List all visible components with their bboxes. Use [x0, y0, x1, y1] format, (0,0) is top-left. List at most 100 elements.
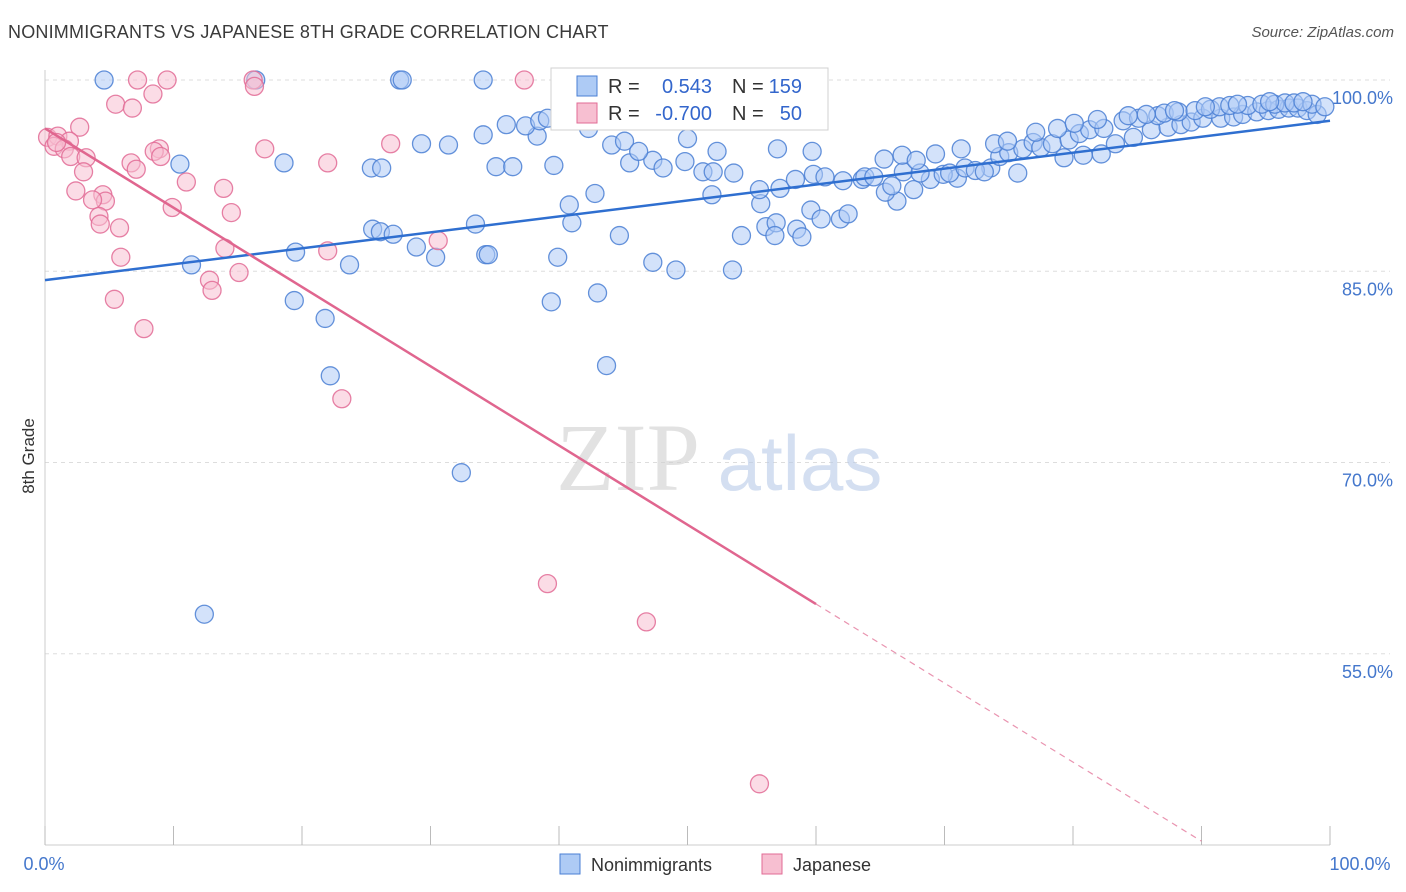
source-note: Source: ZipAtlas.com — [1251, 24, 1394, 41]
nonimmigrants-trend-line — [44, 119, 1331, 282]
data-point — [438, 135, 459, 155]
data-point — [722, 260, 743, 280]
data-point — [609, 225, 630, 246]
y-axis-title: 8th Grade — [19, 418, 38, 494]
data-point — [541, 292, 561, 312]
data-point — [478, 245, 498, 265]
data-point — [150, 146, 171, 167]
data-point — [544, 155, 564, 176]
data-point — [587, 283, 608, 303]
data-point — [707, 141, 727, 162]
y-axis-tick-labels: 55.0% 70.0% 85.0% 100.0% — [1332, 88, 1393, 682]
legend-r-label-1: R = — [608, 76, 640, 98]
legend-n-value-2: 50 — [780, 103, 802, 125]
data-point — [724, 163, 744, 183]
legend-n-label-2: N = — [732, 103, 764, 125]
x-tick-label-min: 0.0% — [23, 854, 64, 874]
data-point — [1164, 100, 1185, 121]
watermark-atlas: atlas — [718, 419, 883, 507]
data-point — [596, 355, 617, 376]
data-point — [874, 149, 894, 169]
data-point — [767, 139, 788, 159]
data-point — [425, 247, 446, 267]
data-point — [181, 255, 202, 275]
data-point — [318, 153, 338, 173]
data-point — [815, 167, 835, 187]
nonimmigrants-points — [94, 70, 1335, 624]
data-point — [904, 179, 924, 200]
data-point — [906, 150, 926, 170]
data-point — [703, 162, 723, 182]
data-point — [428, 230, 448, 251]
data-point — [514, 70, 534, 90]
data-point — [406, 237, 427, 257]
data-point — [411, 134, 432, 154]
data-point — [585, 183, 605, 204]
data-point — [629, 141, 649, 162]
data-point — [643, 252, 663, 272]
data-point — [122, 98, 143, 118]
data-point — [1195, 97, 1216, 117]
data-point — [1293, 92, 1313, 112]
data-point — [675, 151, 695, 172]
data-point — [170, 154, 190, 174]
y-tick-label: 70.0% — [1342, 471, 1393, 491]
data-point — [94, 70, 114, 90]
data-point — [765, 225, 785, 246]
data-point — [925, 144, 946, 164]
legend-r-value-1: 0.543 — [662, 76, 712, 98]
data-point — [73, 162, 94, 182]
data-point — [792, 227, 812, 247]
data-point — [785, 169, 806, 190]
japanese-trend-line — [44, 127, 817, 606]
grid-lines — [45, 79, 1390, 655]
data-point — [503, 157, 523, 177]
data-point — [1008, 163, 1028, 183]
data-point — [109, 218, 130, 238]
data-point — [702, 185, 722, 205]
x-axis-ticks — [44, 826, 1331, 845]
data-point — [548, 247, 568, 267]
bottom-legend: Nonimmigrants Japanese — [559, 853, 871, 875]
legend-r-value-2: -0.700 — [655, 103, 712, 125]
bottom-legend-label-japanese: Japanese — [793, 855, 871, 875]
data-point — [1227, 94, 1248, 114]
legend-box: R = 0.543 N = 159 R = -0.700 N = 50 — [550, 67, 829, 131]
data-point — [176, 172, 197, 192]
data-point — [473, 70, 493, 90]
y-tick-label: 55.0% — [1342, 662, 1393, 682]
data-point — [143, 84, 163, 104]
data-point — [315, 308, 335, 329]
data-point — [1064, 113, 1084, 133]
data-point — [1259, 92, 1280, 112]
watermark: ZIP atlas — [556, 404, 882, 511]
data-point — [372, 158, 392, 178]
y-tick-label: 85.0% — [1342, 279, 1393, 299]
data-point — [202, 280, 222, 301]
data-point — [285, 242, 306, 262]
data-point — [157, 70, 177, 90]
legend-n-label-1: N = — [732, 76, 764, 98]
data-point — [951, 139, 971, 159]
data-point — [127, 70, 148, 90]
data-point — [274, 153, 294, 173]
data-point — [882, 176, 902, 196]
data-point — [559, 195, 579, 215]
data-point — [126, 159, 146, 179]
data-point — [451, 463, 471, 483]
data-point — [90, 214, 110, 234]
data-point — [465, 214, 486, 234]
data-point — [473, 125, 493, 145]
data-point — [381, 134, 401, 154]
data-point — [666, 260, 686, 280]
data-point — [213, 178, 234, 199]
chart-title: NONIMMIGRANTS VS JAPANESE 8TH GRADE CORR… — [8, 22, 609, 42]
legend-swatch-nonimmigrants — [576, 75, 598, 97]
bottom-legend-label-nonimmigrants: Nonimmigrants — [591, 855, 712, 875]
data-point — [104, 289, 125, 309]
data-point — [194, 604, 214, 624]
data-point — [284, 290, 304, 311]
data-point — [802, 141, 822, 162]
data-point — [82, 190, 103, 210]
